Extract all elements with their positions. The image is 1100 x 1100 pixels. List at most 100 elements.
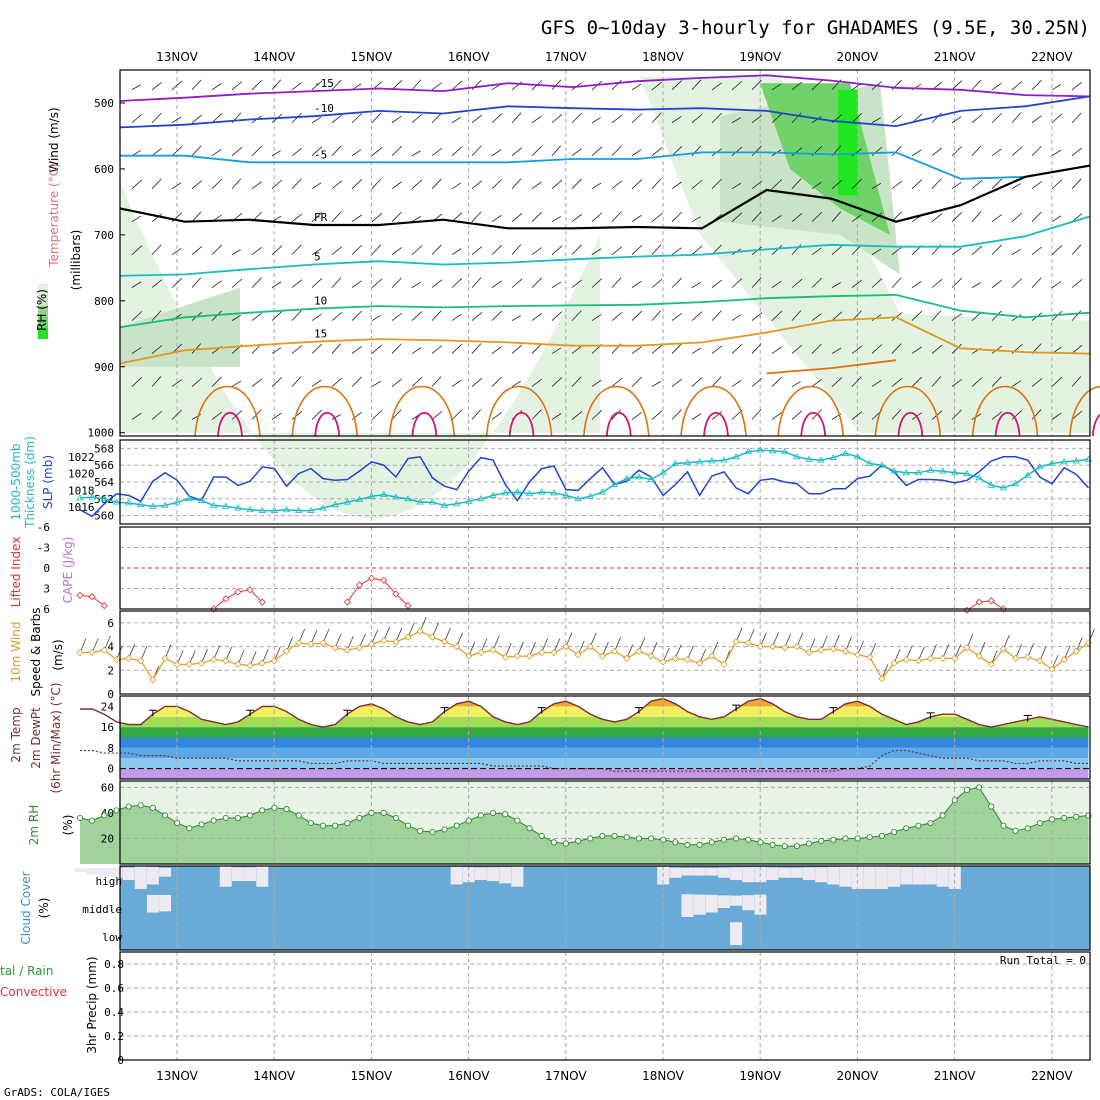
rh-marker [344, 820, 351, 827]
bottom-date-label: 15NOV [351, 1069, 393, 1083]
wind-barb [891, 378, 903, 387]
wind-barb [231, 147, 243, 157]
wind-barb [1011, 80, 1023, 91]
temp-tick-label: 8 [107, 742, 114, 755]
cloud-clear-cell [948, 866, 961, 889]
wind-barb [311, 343, 323, 354]
wind-barb [251, 145, 262, 157]
temp-maxmin-bar [926, 712, 935, 719]
wind-barb [991, 148, 1002, 157]
cloud-clear-cell [717, 895, 730, 908]
wind-barb [131, 84, 141, 91]
thickness-marker [161, 501, 169, 508]
rh-marker [453, 822, 460, 829]
wind-barb [1071, 410, 1083, 420]
wind-barb [391, 277, 402, 288]
wind-barb [491, 376, 502, 387]
temp-maxmin-bar [148, 709, 157, 717]
wind-barb [891, 180, 903, 190]
wind-barb [351, 280, 362, 288]
wind-barb [971, 79, 982, 91]
wind-barb [451, 379, 462, 387]
wind-barb [691, 179, 703, 190]
surface-temp-contour-25 [508, 411, 535, 437]
wind-barb [391, 247, 402, 255]
wind-barb [271, 376, 283, 387]
thickness-marker [647, 475, 655, 482]
thickness-marker [841, 449, 850, 456]
wind-barb [571, 310, 582, 321]
pressure-tick-label: 1000 [88, 427, 115, 440]
wind-speed-marker [926, 654, 935, 662]
rh-marker [490, 809, 497, 816]
rh-marker [502, 811, 509, 818]
wind-barb [571, 244, 582, 255]
thickness-marker [999, 484, 1008, 491]
thickness-marker [732, 453, 740, 460]
rh-area [80, 787, 1089, 864]
wind-barb [191, 114, 203, 124]
thickness-marker [234, 504, 242, 511]
wind-barb [551, 413, 562, 420]
wind-barb [1031, 115, 1042, 124]
wind-barb [1031, 277, 1042, 288]
surface-temp-contour-25 [605, 411, 632, 437]
temp-tick-label: 16 [101, 721, 114, 734]
wind-barb [371, 147, 383, 157]
wind-barb [271, 245, 283, 255]
temp-maxmin-bar [537, 707, 546, 714]
wind-barb [911, 376, 923, 387]
rh-marker [903, 825, 910, 832]
wind-barb [431, 148, 442, 157]
wind-speed-marker [720, 660, 728, 668]
wind-barb [691, 79, 702, 91]
thickness-marker [562, 491, 570, 498]
cloud-clear-cell [693, 867, 706, 876]
wind-speed-marker [295, 639, 303, 647]
thickness-marker [173, 498, 181, 505]
temp-maxmin-bar [440, 707, 449, 714]
temp-contour [119, 164, 1091, 230]
wind-barb [1031, 211, 1042, 222]
surface-temp-contour [1069, 386, 1100, 437]
thickness-marker [428, 498, 437, 505]
wind-barb [1011, 380, 1022, 387]
wind-barb [831, 377, 843, 387]
rh-marker [392, 814, 399, 822]
wind-speed-marker [696, 659, 704, 667]
temp-band [120, 698, 1089, 707]
thickness-marker [550, 489, 558, 496]
thickness-marker [197, 496, 206, 503]
wind-barb [391, 378, 403, 387]
wind-barb [531, 378, 543, 387]
wind-barb [711, 82, 722, 91]
wind-barb [151, 178, 162, 189]
surface-temp-contour-25 [1091, 413, 1100, 437]
wind-barb [571, 279, 583, 288]
cloud-clear-cell [219, 866, 232, 887]
rh-marker [186, 825, 193, 832]
wind-barb [971, 245, 983, 255]
wind-barb [211, 83, 222, 91]
wind-barb [631, 310, 643, 321]
wind-barb [811, 247, 822, 255]
rh-marker [611, 832, 618, 839]
wind-barb [531, 181, 542, 190]
wind-barb [251, 277, 262, 288]
wind-barb [131, 281, 142, 288]
thickness-marker [853, 453, 862, 460]
rh-marker [1036, 820, 1043, 827]
wind-barb [571, 411, 583, 420]
wind-barb [791, 147, 803, 157]
wind-speed-marker [756, 643, 764, 651]
wind-barb [431, 112, 442, 124]
thickness-marker [501, 489, 509, 496]
wind-barb [531, 115, 542, 124]
rh-marker [842, 835, 849, 842]
wind-barb [951, 277, 963, 288]
wind-barb [911, 310, 923, 321]
wind-barb [411, 79, 422, 91]
rh-marker [963, 786, 971, 793]
rh-marker [174, 820, 181, 827]
wind-barb [831, 211, 842, 222]
